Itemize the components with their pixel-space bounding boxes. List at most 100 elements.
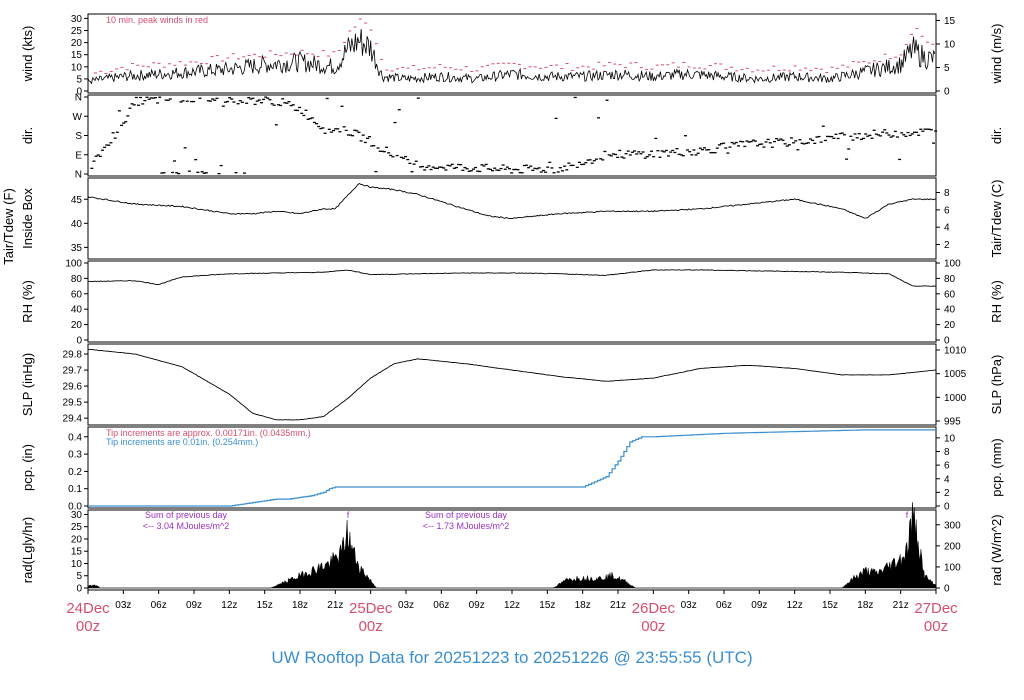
- x-hour-label: 09z: [186, 600, 202, 611]
- rh-right-tick-label: 0: [944, 336, 950, 347]
- x-hour-label: 21z: [893, 600, 909, 611]
- rad-note-title: Sum of previous day: [425, 510, 508, 520]
- rad-note-value: <-- 3.04 MJoules/m^2: [143, 521, 230, 531]
- pcp-right-tick-label: 10: [944, 433, 956, 444]
- pcp-ylabel: pcp. (in): [20, 444, 35, 491]
- pcp-right-tick-label: 6: [944, 461, 950, 472]
- pcp-right-tick-label: 2: [944, 488, 950, 499]
- x-hour-label: 21z: [610, 600, 626, 611]
- x-hour-label: 06z: [151, 600, 167, 611]
- pcp-right-tick-label: 4: [944, 474, 950, 485]
- rad-right-tick-label: 300: [944, 520, 961, 531]
- rh-series-line: [87, 269, 937, 287]
- rad-ytick-label: 10: [71, 559, 83, 570]
- slp-ytick-label: 29.8: [63, 350, 83, 361]
- x-hour-label: 18z: [575, 600, 591, 611]
- x-hour-label: 15z: [257, 600, 273, 611]
- pcp-right-tick-label: 0: [944, 502, 950, 513]
- rad-ylabel: rad(Lgly/hr): [20, 517, 35, 583]
- rh-ytick-label: 0: [76, 336, 82, 347]
- temp-right-tick-label: 4: [944, 223, 950, 234]
- x-day-label: 25Dec: [349, 600, 393, 617]
- rh-panel-frame: [87, 260, 937, 343]
- x-day-hour-label: 00z: [359, 618, 383, 635]
- rad-ytick-label: 20: [71, 534, 83, 545]
- pcp-ylabel-right: pcp. (mm): [989, 438, 1004, 497]
- x-day-label: 26Dec: [632, 600, 676, 617]
- slp-ytick-label: 29.6: [63, 382, 83, 393]
- wind-ylabel-right: wind (m/s): [989, 24, 1004, 85]
- wind-ytick-label: 25: [71, 26, 83, 37]
- rh-ytick-label: 60: [71, 289, 83, 300]
- rad-right-tick-label: 200: [944, 541, 961, 552]
- x-hour-label: 03z: [115, 600, 131, 611]
- rh-ylabel: RH (%): [20, 280, 35, 323]
- dir-ytick-label: S: [75, 131, 82, 142]
- temp-right-tick-label: 6: [944, 205, 950, 216]
- rad-ytick-label: 25: [71, 522, 83, 533]
- x-day-hour-label: 00z: [924, 618, 948, 635]
- rad-note-title: Sum of previous day: [145, 510, 228, 520]
- wind-annotation: 10 min. peak winds in red: [106, 15, 208, 25]
- dir-ytick-label: W: [73, 112, 83, 123]
- rh-right-tick-label: 60: [944, 289, 956, 300]
- x-hour-label: 06z: [716, 600, 732, 611]
- x-hour-label: 21z: [327, 600, 343, 611]
- pcp-ytick-label: 0.3: [68, 450, 82, 461]
- dir-ytick-label: E: [75, 150, 82, 161]
- rad-ytick-label: 0: [76, 584, 82, 595]
- temp-ylabel: Inside Box: [20, 188, 35, 249]
- x-hour-label: 18z: [292, 600, 308, 611]
- x-day-label: 27Dec: [914, 600, 958, 617]
- slp-panel-frame: [87, 343, 937, 426]
- wind-right-tick-label: 10: [944, 39, 956, 50]
- dir-ytick-label: N: [75, 170, 82, 181]
- rad-ytick-label: 30: [71, 510, 83, 521]
- temp-ytick-label: 40: [71, 219, 83, 230]
- rh-ytick-label: 40: [71, 305, 83, 316]
- slp-right-tick-label: 1010: [944, 345, 967, 356]
- x-day-hour-label: 00z: [76, 618, 100, 635]
- dir-panel-frame: [87, 94, 937, 177]
- x-hour-label: 15z: [539, 600, 555, 611]
- pcp-note-tip: Tip increments are 0.01in. (0.254mm.): [106, 437, 258, 447]
- pcp-ytick-label: 0.4: [68, 432, 82, 443]
- x-hour-label: 12z: [221, 600, 237, 611]
- rad-area: [87, 502, 937, 589]
- rh-right-tick-label: 40: [944, 305, 956, 316]
- pcp-ytick-label: 0.0: [68, 502, 82, 513]
- slp-series-line: [87, 348, 937, 421]
- x-hour-label: 12z: [787, 600, 803, 611]
- rad-ytick-label: 15: [71, 547, 83, 558]
- x-hour-label: 09z: [751, 600, 767, 611]
- rad-note-value: <-- 1.73 MJoules/m^2: [423, 521, 510, 531]
- pcp-note-fine: Tip increments are approx. 0.00171in. (0…: [106, 428, 311, 438]
- x-hour-label: 03z: [398, 600, 414, 611]
- wind-right-tick-label: 15: [944, 16, 956, 27]
- slp-right-tick-label: 1005: [944, 369, 967, 380]
- x-hour-label: 15z: [822, 600, 838, 611]
- x-hour-label: 12z: [504, 600, 520, 611]
- slp-ytick-label: 29.5: [63, 398, 83, 409]
- x-day-hour-label: 00z: [641, 618, 665, 635]
- rad-ylabel-right: rad (W/m^2): [989, 514, 1004, 585]
- wind-right-tick-label: 0: [944, 87, 950, 98]
- slp-ytick-label: 29.4: [63, 414, 83, 425]
- rad-note-mark: f: [906, 510, 909, 520]
- wind-series-line: [87, 28, 936, 85]
- dir-ylabel: dir.: [20, 127, 35, 144]
- rad-note-mark: f: [347, 510, 350, 520]
- x-hour-label: 18z: [857, 600, 873, 611]
- rh-ytick-label: 20: [71, 320, 83, 331]
- wind-ylabel: wind (kts): [20, 26, 35, 83]
- wind-ytick-label: 0: [76, 87, 82, 98]
- wind-panel-frame: [87, 13, 937, 94]
- pcp-right-tick-label: 8: [944, 447, 950, 458]
- slp-ylabel-right: SLP (hPa): [989, 355, 1004, 415]
- rh-right-tick-label: 80: [944, 274, 956, 285]
- slp-ytick-label: 29.7: [63, 366, 83, 377]
- temp-ylabel-right: Tair/Tdew (C): [989, 179, 1004, 257]
- rad-ytick-label: 5: [76, 571, 82, 582]
- x-hour-label: 06z: [433, 600, 449, 611]
